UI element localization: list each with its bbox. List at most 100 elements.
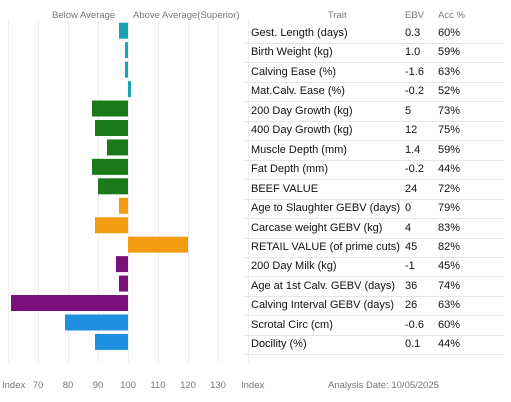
trait-row: Calving Ease (%) -1.6 63% bbox=[244, 63, 504, 83]
trait-name: 400 Day Growth (kg) bbox=[251, 124, 353, 137]
x-tick-label: 90 bbox=[93, 380, 104, 391]
trait-ebv: 1.4 bbox=[405, 143, 421, 156]
acc-column-header: Acc % bbox=[438, 10, 465, 21]
trait-column-header: Trait bbox=[328, 10, 347, 21]
trait-name: Calving Interval GEBV (days) bbox=[251, 299, 395, 312]
bar bbox=[95, 119, 128, 136]
trait-ebv: 5 bbox=[405, 104, 412, 117]
trait-ebv: -1.6 bbox=[405, 65, 424, 78]
bar bbox=[65, 314, 128, 331]
trait-name: Calving Ease (%) bbox=[251, 65, 336, 78]
trait-ebv: 0.3 bbox=[405, 27, 421, 39]
trait-row: Carcase weight GEBV (kg) 4 83% bbox=[244, 219, 504, 239]
bar bbox=[119, 197, 128, 214]
trait-accuracy: 45% bbox=[438, 260, 461, 273]
trait-accuracy: 44% bbox=[438, 338, 461, 351]
trait-name: RETAIL VALUE (of prime cuts) bbox=[251, 240, 400, 253]
bar bbox=[95, 217, 128, 234]
bar bbox=[128, 81, 131, 98]
trait-row: 400 Day Growth (kg) 12 75% bbox=[244, 121, 504, 142]
index-axis-label-left: Index bbox=[2, 380, 26, 391]
trait-accuracy: 63% bbox=[438, 299, 461, 312]
trait-ebv: -0.2 bbox=[405, 85, 424, 98]
trait-row: Calving Interval GEBV (days) 26 63% bbox=[244, 296, 504, 317]
trait-row: Age at 1st Calv. GEBV (days) 36 74% bbox=[244, 277, 504, 297]
bar bbox=[98, 178, 128, 195]
trait-ebv: 12 bbox=[405, 124, 418, 137]
trait-row: Docility (%) 0.1 44% bbox=[244, 335, 504, 356]
trait-accuracy: 60% bbox=[438, 318, 461, 331]
x-tick-label: 130 bbox=[210, 380, 226, 391]
trait-name: Scrotal Circ (cm) bbox=[251, 318, 333, 331]
trait-accuracy: 82% bbox=[438, 240, 461, 253]
trait-name: Carcase weight GEBV (kg) bbox=[251, 221, 383, 234]
trait-accuracy: 72% bbox=[438, 182, 461, 195]
trait-name: Muscle Depth (mm) bbox=[251, 143, 347, 156]
trait-ebv: 0 bbox=[405, 202, 412, 215]
trait-row: Muscle Depth (mm) 1.4 59% bbox=[244, 141, 504, 161]
trait-name: 200 Day Milk (kg) bbox=[251, 260, 337, 273]
trait-ebv: 26 bbox=[405, 299, 418, 312]
trait-row: BEEF VALUE 24 72% bbox=[244, 180, 504, 200]
bar bbox=[128, 236, 188, 253]
trait-accuracy: 63% bbox=[438, 65, 461, 78]
bar bbox=[119, 22, 128, 39]
trait-row: Birth Weight (kg) 1.0 59% bbox=[244, 43, 504, 64]
trait-name: Docility (%) bbox=[251, 338, 307, 351]
trait-name: Fat Depth (mm) bbox=[251, 163, 329, 176]
trait-accuracy: 79% bbox=[438, 202, 461, 215]
trait-row: Scrotal Circ (cm) -0.6 60% bbox=[244, 316, 504, 336]
bar bbox=[95, 333, 128, 350]
trait-accuracy: 59% bbox=[438, 143, 461, 156]
trait-ebv: 36 bbox=[405, 279, 418, 292]
above-average-label: Above Average(Superior) bbox=[133, 10, 240, 21]
x-tick-label: 100 bbox=[120, 380, 136, 391]
trait-row: Mat.Calv. Ease (%) -0.2 52% bbox=[244, 82, 504, 103]
bar bbox=[92, 100, 128, 117]
trait-ebv: -1 bbox=[405, 260, 415, 273]
trait-row: 200 Day Growth (kg) 5 73% bbox=[244, 102, 504, 122]
trait-accuracy: 60% bbox=[438, 27, 461, 39]
trait-accuracy: 52% bbox=[438, 85, 461, 98]
x-tick-label: 110 bbox=[150, 380, 165, 391]
trait-ebv: 24 bbox=[405, 182, 418, 195]
trait-name: BEEF VALUE bbox=[251, 182, 319, 195]
index-axis-label-right: Index bbox=[241, 380, 265, 391]
x-tick-label: 70 bbox=[33, 380, 44, 391]
bar bbox=[11, 295, 128, 312]
trait-row: RETAIL VALUE (of prime cuts) 45 82% bbox=[244, 238, 504, 258]
below-average-label: Below Average bbox=[52, 10, 116, 21]
bar bbox=[92, 158, 128, 175]
trait-row: Gest. Length (days) 0.3 60% bbox=[244, 24, 504, 44]
bar bbox=[119, 275, 128, 292]
trait-accuracy: 73% bbox=[438, 104, 461, 117]
trait-ebv: 4 bbox=[405, 221, 412, 234]
trait-ebv: -0.2 bbox=[405, 163, 424, 176]
bar bbox=[125, 42, 128, 59]
trait-ebv: 45 bbox=[405, 240, 418, 253]
x-tick-label: 120 bbox=[180, 380, 196, 391]
trait-name: Age at 1st Calv. GEBV (days) bbox=[251, 279, 396, 292]
trait-ebv: -0.6 bbox=[405, 318, 424, 331]
trait-ebv: 0.1 bbox=[405, 338, 421, 351]
trait-accuracy: 59% bbox=[438, 46, 461, 59]
bar bbox=[107, 139, 128, 156]
trait-name: Gest. Length (days) bbox=[251, 27, 348, 39]
trait-name: 200 Day Growth (kg) bbox=[251, 104, 353, 117]
trait-accuracy: 44% bbox=[438, 163, 461, 176]
x-tick-label: 80 bbox=[63, 380, 74, 391]
trait-accuracy: 83% bbox=[438, 221, 461, 234]
trait-ebv: 1.0 bbox=[405, 46, 421, 59]
analysis-date: Analysis Date: 10/05/2025 bbox=[328, 380, 439, 391]
trait-row: Fat Depth (mm) -0.2 44% bbox=[244, 160, 504, 181]
bar bbox=[125, 61, 128, 78]
trait-name: Birth Weight (kg) bbox=[251, 46, 333, 59]
bar bbox=[116, 256, 128, 273]
trait-row: 200 Day Milk (kg) -1 45% bbox=[244, 257, 504, 278]
trait-accuracy: 74% bbox=[438, 279, 461, 292]
trait-name: Mat.Calv. Ease (%) bbox=[251, 85, 345, 98]
trait-row: Age to Slaughter GEBV (days) 0 79% bbox=[244, 199, 504, 220]
trait-name: Age to Slaughter GEBV (days) bbox=[251, 202, 401, 215]
ebv-column-header: EBV bbox=[405, 10, 425, 21]
